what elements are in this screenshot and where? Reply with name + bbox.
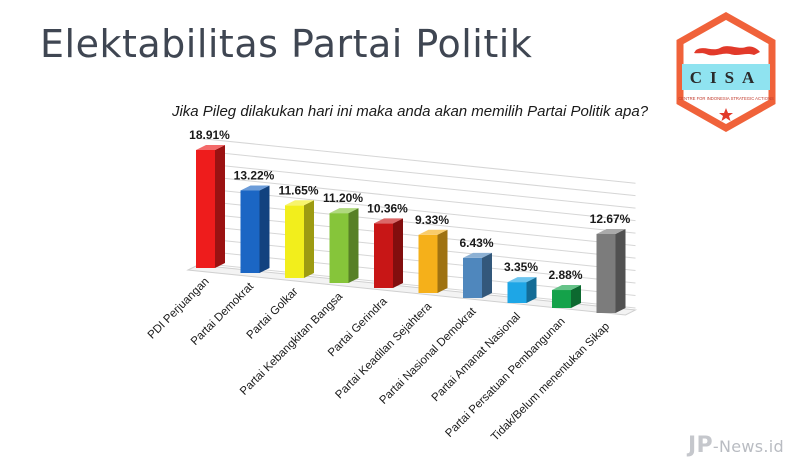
watermark-prefix: JP xyxy=(687,433,713,458)
data-label: 12.67% xyxy=(590,212,631,226)
bar xyxy=(196,145,225,268)
data-label: 10.36% xyxy=(367,201,408,215)
logo-tagline: CENTRE FOR INDONESIA STRATEGIC ACTIONS xyxy=(678,96,774,101)
bar xyxy=(596,228,626,313)
watermark: JP-News.id xyxy=(688,433,784,458)
data-label: 13.22% xyxy=(234,169,275,183)
star-icon xyxy=(719,108,733,121)
gridline xyxy=(197,237,636,284)
watermark-text: -News.id xyxy=(712,437,784,456)
gridline xyxy=(197,175,636,222)
bar xyxy=(463,252,492,298)
category-label: Partai Kebangkitan Bangsa xyxy=(238,290,345,397)
bar xyxy=(240,185,270,273)
bar xyxy=(552,285,581,308)
bar xyxy=(285,200,314,278)
category-label: Partai Nasional Demokrat xyxy=(377,305,479,407)
chart-title: Jika Pileg dilakukan hari ini maka anda … xyxy=(171,103,649,120)
gridline xyxy=(197,137,636,184)
bar xyxy=(507,277,537,303)
bar xyxy=(418,229,448,293)
data-label: 18.91% xyxy=(189,128,230,142)
indonesia-map-icon xyxy=(694,46,760,56)
slide-title: Elektabilitas Partai Politik xyxy=(40,22,533,66)
logo-text: CISA xyxy=(690,68,763,87)
gridline xyxy=(197,212,636,259)
gridline xyxy=(197,150,636,197)
data-label: 11.20% xyxy=(323,191,363,205)
category-label: Partai Golkar xyxy=(245,286,301,342)
gridline xyxy=(197,225,636,272)
category-label: Partai Keadilan Sejahtera xyxy=(333,300,434,401)
bar xyxy=(374,218,403,288)
data-label: 3.35% xyxy=(504,260,538,274)
gridline xyxy=(197,162,636,209)
bar xyxy=(329,208,359,283)
data-label: 6.43% xyxy=(459,236,493,250)
cisa-logo: CISA CENTRE FOR INDONESIA STRATEGIC ACTI… xyxy=(676,12,776,132)
data-label: 11.65% xyxy=(278,183,318,197)
gridline xyxy=(197,187,636,234)
category-label: Partai Amanat Nasional xyxy=(430,311,523,404)
data-label: 2.88% xyxy=(548,268,582,282)
gridline xyxy=(197,200,636,247)
data-label: 9.33% xyxy=(415,213,449,227)
